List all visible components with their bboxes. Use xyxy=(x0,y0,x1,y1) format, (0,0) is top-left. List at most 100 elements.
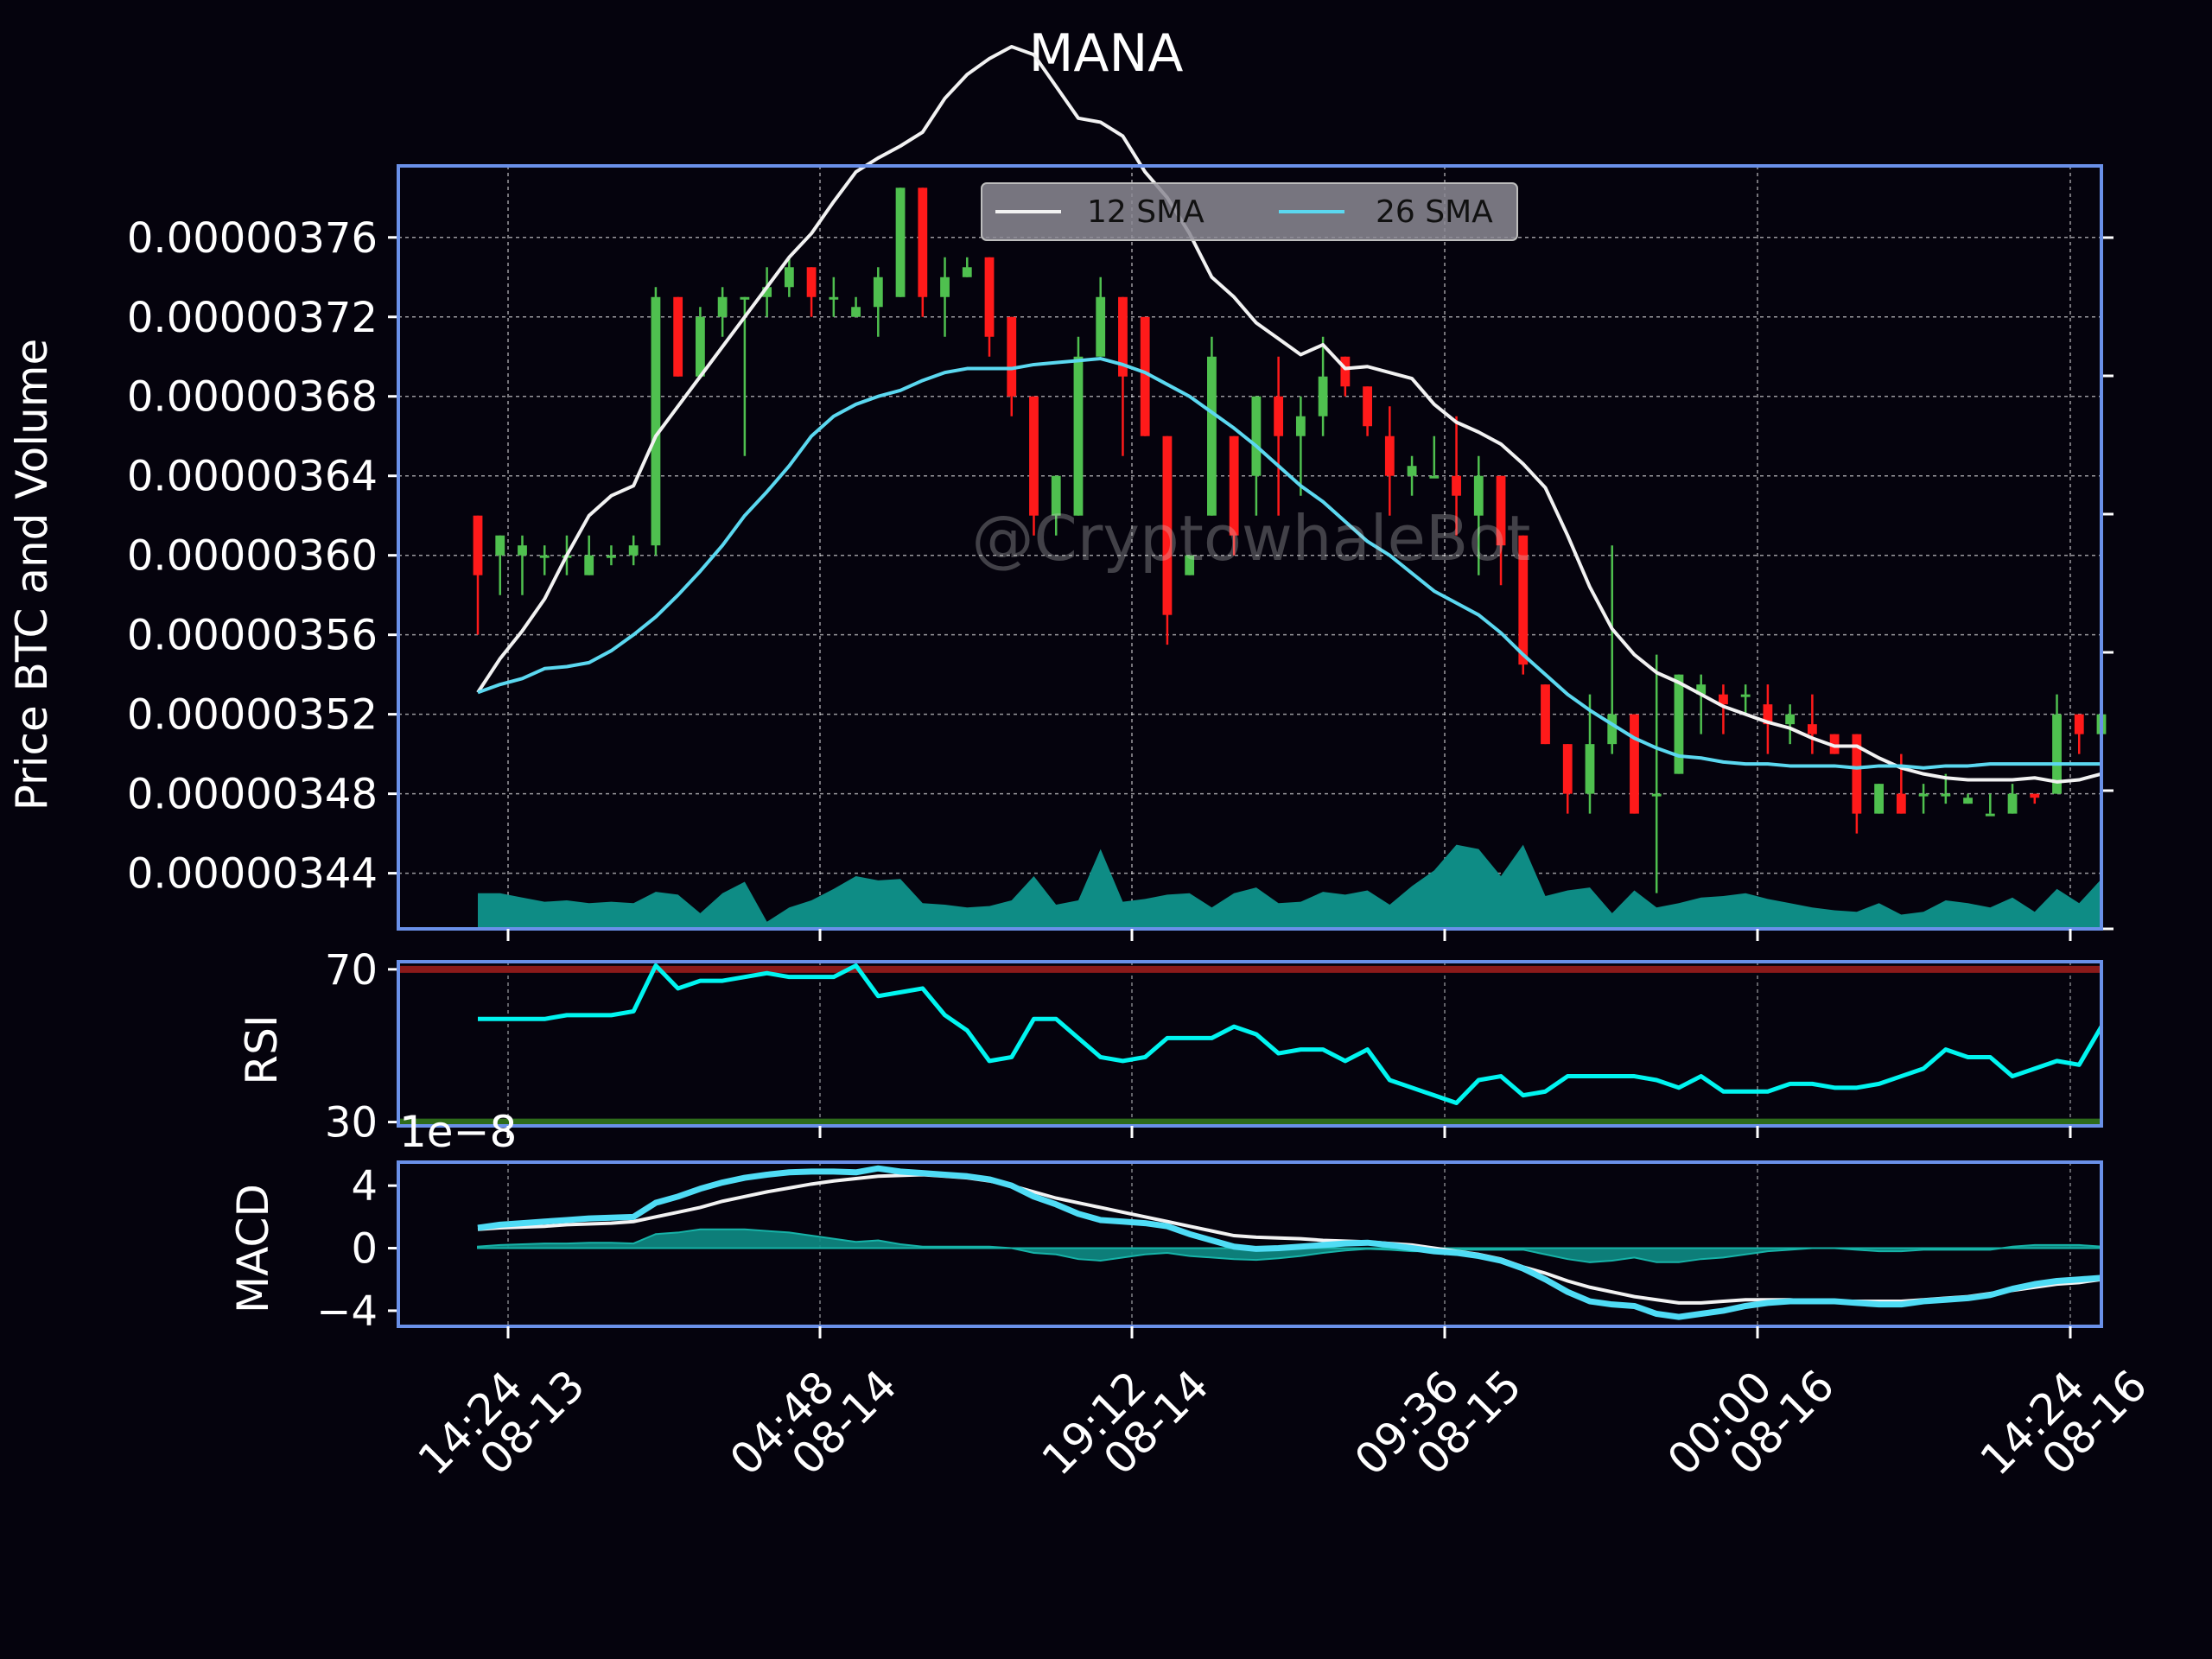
price-panel: 0.00000344 0.00000348 0.00000352 0.00000356… xyxy=(127,45,2113,931)
candle-body xyxy=(1384,435,1395,476)
candle-body xyxy=(1274,396,1284,436)
sma26-line xyxy=(477,357,2101,770)
candle-body xyxy=(1585,744,1595,794)
price-y-axis-label: Price BTC and Volume xyxy=(7,339,57,811)
candle-body xyxy=(1518,535,1529,665)
candle-body xyxy=(1051,475,1061,516)
volume-area xyxy=(478,844,2101,929)
candle-body xyxy=(1896,793,1906,814)
watermark: @CryptowhaleBot xyxy=(971,502,1530,575)
rsi-y-tick-label: 70 xyxy=(325,946,378,995)
candle-body xyxy=(1829,734,1840,754)
candle-body xyxy=(1852,734,1862,814)
candle-body xyxy=(1295,416,1306,436)
candle-body xyxy=(2007,793,2018,814)
rsi-panel: 30 70 xyxy=(325,946,2104,1147)
macd-y-axis-label: MACD xyxy=(228,1184,278,1313)
price-y-tick-label: 0.00000364 xyxy=(127,453,378,501)
price-y-tick-label: 0.00000376 xyxy=(127,214,378,263)
candle-body xyxy=(495,535,505,556)
price-y-tick-label: 0.00000352 xyxy=(127,691,378,740)
candle-body xyxy=(1452,475,1461,496)
candle-body xyxy=(1363,386,1372,427)
candle-body xyxy=(628,545,639,556)
candle-body xyxy=(1785,714,1796,725)
macd-frame xyxy=(397,1160,2103,1328)
candle-body xyxy=(1340,356,1351,387)
candle-body xyxy=(1229,435,1239,536)
rsi-y-tick-label: 30 xyxy=(325,1099,378,1147)
candle-body xyxy=(1162,435,1173,615)
candle-body xyxy=(1651,793,1662,797)
candle-body xyxy=(1185,555,1195,575)
candle-body xyxy=(1918,793,1929,797)
price-y-tick-label: 0.00000372 xyxy=(127,294,378,342)
macd-panel: −4 0 4 xyxy=(316,1160,2103,1336)
candle-body xyxy=(717,296,728,317)
macd-y-tick-label: −4 xyxy=(316,1287,378,1336)
candle-body xyxy=(940,276,950,297)
candle-body xyxy=(651,296,661,546)
candle-body xyxy=(2052,714,2062,794)
candle-body xyxy=(1407,466,1417,476)
legend-label-sma12: 12 SMA xyxy=(1087,194,1205,230)
candle-body xyxy=(1251,396,1262,476)
candle-body xyxy=(1541,684,1550,745)
candle-body xyxy=(851,307,861,317)
candle-body xyxy=(1318,376,1328,416)
candle-body xyxy=(1607,714,1618,745)
candle-body xyxy=(1630,714,1639,814)
legend: 12 SMA 26 SMA xyxy=(981,182,1518,241)
price-y-tick-label: 0.00000360 xyxy=(127,532,378,581)
candle-body xyxy=(918,188,928,297)
candle-body xyxy=(1140,316,1150,436)
candle-body xyxy=(740,296,750,300)
candle-body xyxy=(962,267,972,277)
candle-body xyxy=(1007,316,1017,397)
candle-body xyxy=(1073,356,1084,516)
price-y-tick-label: 0.00000344 xyxy=(127,850,378,899)
price-y-tick-label: 0.00000348 xyxy=(127,771,378,819)
candle-body xyxy=(673,296,683,377)
candle-body xyxy=(806,267,817,297)
candle-body xyxy=(1096,296,1106,357)
legend-box xyxy=(981,182,1518,241)
candle-body xyxy=(1941,793,1951,797)
candle-body xyxy=(1696,684,1707,695)
candle-body xyxy=(1496,475,1506,546)
candle-body xyxy=(1674,674,1684,774)
macd-scale-label: 1e−8 xyxy=(399,1107,517,1157)
candle-body xyxy=(1763,704,1773,725)
candle-body xyxy=(1719,694,1728,705)
candle-body xyxy=(1562,744,1573,794)
candle-body xyxy=(1985,813,1995,817)
candle-body xyxy=(1874,784,1885,814)
price-frame xyxy=(397,164,2103,931)
candle-body xyxy=(895,188,906,297)
candle-body xyxy=(784,267,794,288)
price-y-tick-label: 0.00000356 xyxy=(127,612,378,660)
candle-body xyxy=(762,287,772,297)
candle-body xyxy=(584,555,594,575)
candle-body xyxy=(2074,714,2084,734)
candle-body xyxy=(1207,356,1217,516)
macd-histogram xyxy=(477,1228,2102,1263)
candle-body xyxy=(607,555,616,558)
candle-body xyxy=(2030,793,2040,798)
candle-body xyxy=(695,316,705,377)
candle-body xyxy=(1807,724,1817,734)
candle-body xyxy=(473,515,483,575)
macd-y-tick-label: 0 xyxy=(351,1225,378,1274)
candle-body xyxy=(518,545,527,556)
candle-body xyxy=(539,555,550,558)
price-y-tick-label: 0.00000368 xyxy=(127,373,378,422)
candle-body xyxy=(1740,694,1751,697)
rsi-y-axis-label: RSI xyxy=(237,1014,287,1084)
macd-y-tick-label: 4 xyxy=(351,1162,378,1211)
candle-body xyxy=(829,296,839,300)
legend-label-sma26: 26 SMA xyxy=(1376,194,1493,230)
candle-body xyxy=(984,257,995,337)
candle-body xyxy=(873,276,883,308)
